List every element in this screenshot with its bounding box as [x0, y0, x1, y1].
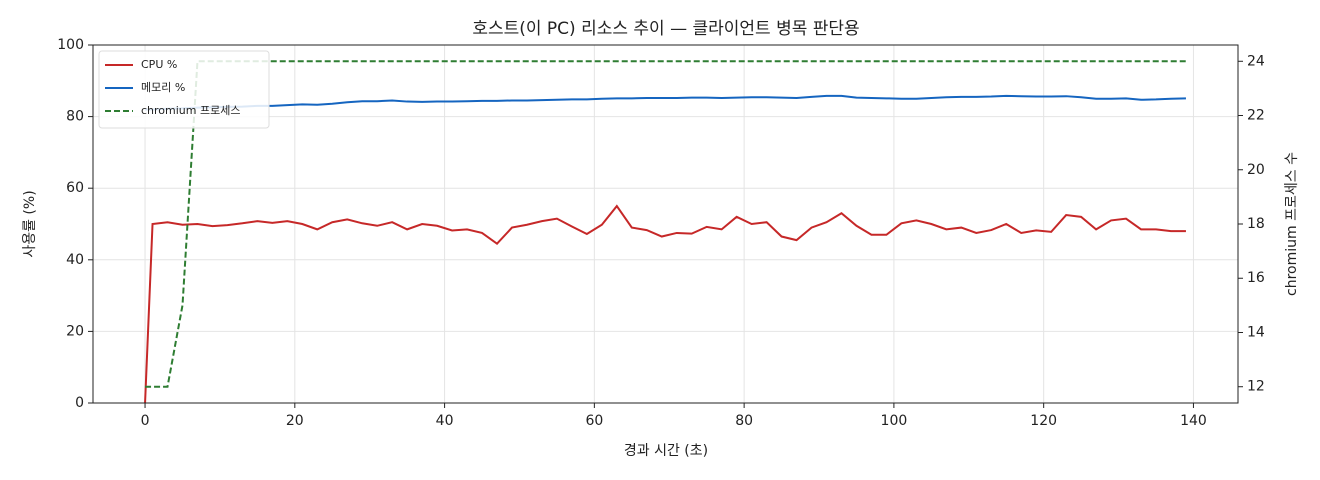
y-tick-label: 40 — [66, 252, 84, 268]
y2-tick-label: 18 — [1247, 216, 1265, 232]
y2-tick-label: 22 — [1247, 108, 1265, 124]
x-tick-label: 80 — [735, 413, 753, 429]
y-tick-label: 60 — [66, 180, 84, 196]
y2-tick-label: 16 — [1247, 270, 1265, 286]
chart-title: 호스트(이 PC) 리소스 추이 — 클라이언트 병목 판단용 — [472, 19, 859, 39]
data-line — [144, 204, 1186, 404]
x-tick-label: 40 — [436, 413, 454, 429]
x-tick-label: 100 — [881, 413, 908, 429]
y2-tick-label: 24 — [1247, 53, 1265, 69]
legend-label: 메모리 % — [141, 81, 185, 94]
y-axis-label: 사용률 (%) — [22, 190, 38, 257]
legend: CPU % 메모리 % chromium 프로세스 — [98, 50, 270, 129]
x-tick-label: 0 — [141, 413, 150, 429]
y2-axis-label: chromium 프로세스 수 — [1284, 152, 1300, 296]
y-tick-label: 100 — [57, 37, 84, 53]
x-tick-label: 140 — [1180, 413, 1207, 429]
x-tick-label: 20 — [286, 413, 304, 429]
data-line — [145, 94, 1186, 111]
y-tick-label: 80 — [66, 109, 84, 125]
y2-tick-label: 20 — [1247, 162, 1265, 178]
legend-label: chromium 프로세스 — [141, 104, 240, 117]
plot-frame — [92, 44, 1239, 404]
data-line — [145, 60, 1186, 388]
x-tick-label: 120 — [1030, 413, 1057, 429]
y2-tick-label: 12 — [1247, 379, 1265, 395]
legend-label: CPU % — [141, 58, 177, 71]
y-tick-label: 0 — [75, 395, 84, 411]
y2-tick-label: 14 — [1247, 324, 1265, 340]
legend-box — [98, 50, 270, 129]
y-tick-label: 20 — [66, 323, 84, 339]
x-tick-label: 60 — [585, 413, 603, 429]
x-axis-label: 경과 시간 (초) — [624, 443, 708, 459]
